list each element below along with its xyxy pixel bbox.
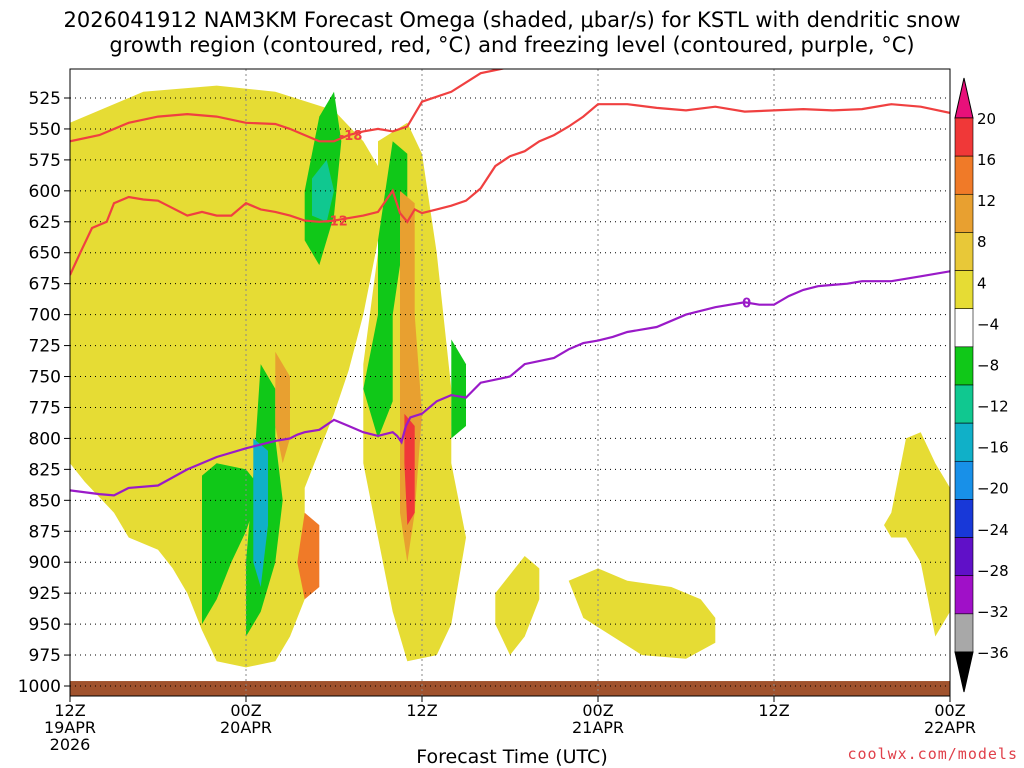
omega-region-0 — [70, 85, 393, 668]
y-tick-label: 950 — [29, 615, 61, 635]
y-tick-label: 700 — [29, 306, 61, 326]
colorbar-bin — [954, 308, 974, 348]
y-axis: 525 550 575 600 625 650 675 700 725 750 775 800 825 8… — [18, 89, 70, 697]
grid-layer — [69, 69, 951, 696]
x-tick-label: 00Z — [230, 701, 261, 720]
y-tick-label: 775 — [29, 398, 61, 418]
y-tick-label: 900 — [29, 553, 61, 573]
contour-layer: -18 -12 0 — [70, 69, 950, 497]
x-tick-label: 2026 — [50, 735, 91, 754]
ground-fill — [70, 681, 950, 696]
watermark: coolwx.com/models — [847, 745, 1018, 763]
y-tick-label: 800 — [29, 429, 61, 449]
plot-frame — [69, 68, 951, 697]
colorbar-label: −12 — [977, 398, 1009, 416]
colorbar-bin — [954, 193, 974, 233]
colorbar-label: 16 — [977, 151, 996, 169]
colorbar-label: 12 — [977, 192, 996, 210]
y-tick-label: 725 — [29, 337, 61, 357]
colorbar-label: −24 — [977, 521, 1009, 539]
y-tick-label: 925 — [29, 584, 61, 604]
x-tick-label: 12Z — [54, 701, 85, 720]
omega-region-7 — [451, 339, 466, 439]
y-tick-label: 1000 — [18, 677, 61, 697]
colorbar-label: −36 — [977, 644, 1009, 662]
colorbar-bin — [954, 537, 974, 577]
x-tick-label: 00Z — [934, 701, 965, 720]
colorbar-top-arrow — [954, 77, 974, 119]
x-tick-label: 21APR — [572, 718, 624, 737]
omega-region-4 — [884, 432, 950, 637]
contour-label: -12 — [324, 215, 348, 230]
y-tick-label: 850 — [29, 491, 61, 511]
colorbar-bin — [954, 384, 974, 424]
contour-line-2 — [70, 270, 950, 497]
omega-region-11 — [253, 438, 268, 587]
colorbar-bin — [954, 232, 974, 271]
colorbar-bin — [954, 155, 974, 195]
y-tick-label: 525 — [29, 89, 61, 109]
colorbar: 20 16 12 8 4 −4 −8 −12 −16 −20 −24 −28 −32 −36 — [954, 77, 1009, 693]
colorbar-bin — [954, 346, 974, 386]
x-tick-label: 12Z — [758, 701, 789, 720]
colorbar-bin — [954, 613, 974, 653]
contour-label: 0 — [742, 296, 751, 311]
chart-title-line2: growth region (contoured, red, °C) and f… — [109, 33, 915, 57]
colorbar-bottom-arrow — [954, 651, 974, 693]
contour-line-1 — [70, 103, 950, 276]
colorbar-label: −16 — [977, 439, 1009, 457]
x-axis-title: Forecast Time (UTC) — [416, 746, 608, 768]
omega-region-12 — [275, 351, 290, 464]
colorbar-bin — [954, 117, 974, 157]
x-tick-label: 20APR — [220, 718, 272, 737]
colorbar-label: 20 — [977, 110, 996, 128]
y-tick-label: 875 — [29, 522, 61, 542]
chart-title-line1: 2026041912 NAM3KM Forecast Omega (shaded… — [63, 8, 961, 32]
x-tick-label: 12Z — [406, 701, 437, 720]
x-tick-label: 19APR — [44, 718, 96, 737]
colorbar-label: −8 — [977, 356, 999, 374]
colorbar-label: −4 — [977, 315, 999, 333]
omega-region-13 — [297, 512, 320, 600]
contour-label: -18 — [339, 129, 363, 144]
y-tick-label: 675 — [29, 275, 61, 295]
y-tick-label: 575 — [29, 151, 61, 171]
contour-line-0 — [70, 69, 507, 143]
y-tick-label: 600 — [29, 182, 61, 202]
omega-region-15 — [404, 413, 415, 526]
y-tick-label: 625 — [29, 213, 61, 233]
ground-layer — [70, 681, 950, 696]
x-tick-label: 00Z — [582, 701, 613, 720]
y-tick-label: 550 — [29, 120, 61, 140]
colorbar-label: −28 — [977, 562, 1009, 580]
colorbar-bin — [954, 575, 974, 615]
colorbar-bin — [954, 422, 974, 462]
y-tick-label: 825 — [29, 460, 61, 480]
colorbar-bin — [954, 270, 974, 310]
y-tick-label: 975 — [29, 646, 61, 666]
colorbar-label: −20 — [977, 480, 1009, 498]
colorbar-label: −32 — [977, 603, 1009, 621]
omega-region-3 — [495, 556, 540, 656]
colorbar-label: 4 — [977, 274, 987, 292]
omega-region-8 — [202, 463, 261, 625]
x-tick-label: 22APR — [924, 718, 976, 737]
omega-region-10 — [312, 159, 334, 222]
omega-region-6 — [363, 141, 408, 439]
colorbar-label: 8 — [977, 233, 987, 251]
colorbar-bin — [954, 499, 974, 538]
omega-region-2 — [568, 568, 716, 659]
colorbar-bin — [954, 460, 974, 500]
y-tick-label: 650 — [29, 244, 61, 264]
y-tick-label: 750 — [29, 368, 61, 388]
